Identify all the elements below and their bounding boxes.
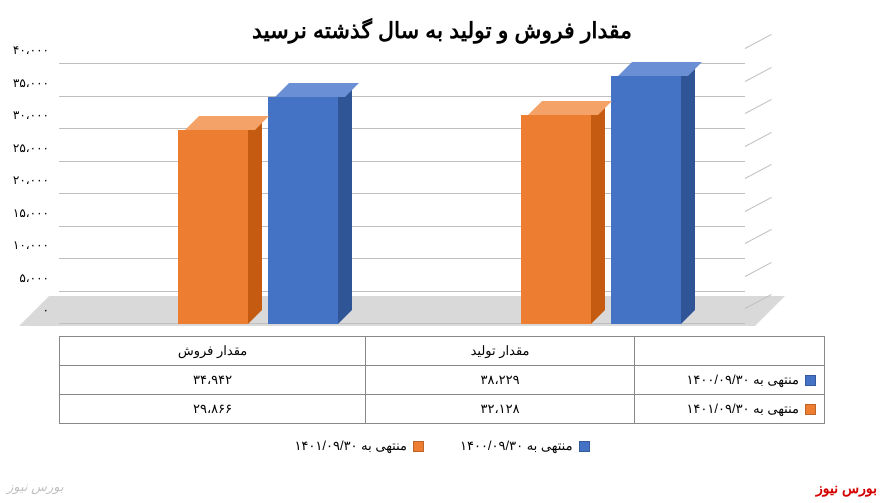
y-tick-label: ۵،۰۰۰ [20, 271, 50, 285]
bar-side [592, 101, 606, 324]
bar-group [437, 64, 711, 324]
y-tick-label: ۱۰،۰۰۰ [14, 238, 50, 252]
bar-side [339, 83, 353, 324]
bar [612, 76, 682, 324]
legend-item: منتهی به ۱۴۰۰/۰۹/۳۰ [461, 438, 591, 454]
bar-side [682, 62, 696, 324]
table-col-header: مقدار فروش [61, 337, 367, 366]
legend: منتهی به ۱۴۰۰/۰۹/۳۰ منتهی به ۱۴۰۱/۰۹/۳۰ [20, 438, 866, 454]
bar-top [186, 116, 270, 130]
table-row: منتهی به ۱۴۰۱/۰۹/۳۰ ۳۲،۱۲۸۲۹،۸۶۶ [61, 395, 826, 424]
table-row-header: منتهی به ۱۴۰۰/۰۹/۳۰ [636, 366, 826, 395]
data-table: مقدار تولید مقدار فروش منتهی به ۱۴۰۰/۰۹/… [60, 336, 826, 424]
watermark-right: بورس نیوز [817, 480, 878, 497]
bar-top [529, 101, 613, 115]
bar-top [619, 62, 703, 76]
y-tick-label: ۴۰،۰۰۰ [14, 43, 50, 57]
table-cell: ۳۸،۲۲۹ [367, 366, 636, 395]
y-tick-label: ۳۵،۰۰۰ [14, 76, 50, 90]
bar-top [276, 83, 360, 97]
table-row-header: منتهی به ۱۴۰۱/۰۹/۳۰ [636, 395, 826, 424]
y-tick-label: ۲۵،۰۰۰ [14, 141, 50, 155]
bar-front [612, 76, 682, 324]
legend-swatch [580, 441, 591, 452]
series-name: منتهی به ۱۴۰۱/۰۹/۳۰ [687, 401, 800, 416]
legend-item: منتهی به ۱۴۰۱/۰۹/۳۰ [295, 438, 425, 454]
table-col-header: مقدار تولید [367, 337, 636, 366]
y-tick-label: ۱۵،۰۰۰ [14, 206, 50, 220]
y-axis-labels: ۰ ۵،۰۰۰ ۱۰،۰۰۰ ۱۵،۰۰۰ ۲۰،۰۰۰ ۲۵،۰۰۰ ۳۰،۰۰۰ ۳۵،۰… [0, 64, 60, 324]
bar-front [179, 130, 249, 324]
plot-area: تن ۰۵،۰۰۰۱۰،۰۰۰۱۵،۰۰۰۲۰،۰۰۰۲۵،۰۰۰۳۰،۰۰۰۳… [60, 64, 746, 324]
legend-label: منتهی به ۱۴۰۰/۰۹/۳۰ [461, 438, 574, 453]
table-header-row: مقدار تولید مقدار فروش [61, 337, 826, 366]
legend-swatch [414, 441, 425, 452]
legend-swatch [806, 375, 817, 386]
bar-front [269, 97, 339, 324]
table-corner-cell [636, 337, 826, 366]
table-row: منتهی به ۱۴۰۰/۰۹/۳۰ ۳۸،۲۲۹۳۴،۹۴۲ [61, 366, 826, 395]
legend-label: منتهی به ۱۴۰۱/۰۹/۳۰ [295, 438, 408, 453]
chart-container: مقدار فروش و تولید به سال گذشته نرسید تن… [0, 0, 886, 503]
table-cell: ۳۴،۹۴۲ [61, 366, 367, 395]
watermark-left: بورس نیوز [8, 479, 65, 495]
legend-swatch [806, 404, 817, 415]
y-tick-label: ۳۰،۰۰۰ [14, 108, 50, 122]
bar [269, 97, 339, 324]
bar-front [522, 115, 592, 324]
series-name: منتهی به ۱۴۰۰/۰۹/۳۰ [687, 372, 800, 387]
y-tick-label: ۰ [44, 303, 50, 317]
y-tick-label: ۲۰،۰۰۰ [14, 173, 50, 187]
bars-area [60, 64, 746, 324]
bar-side [249, 116, 263, 324]
table-cell: ۲۹،۸۶۶ [61, 395, 367, 424]
bar-group [94, 64, 368, 324]
chart-title: مقدار فروش و تولید به سال گذشته نرسید [20, 18, 866, 44]
bar [522, 115, 592, 324]
table-cell: ۳۲،۱۲۸ [367, 395, 636, 424]
bar [179, 130, 249, 324]
